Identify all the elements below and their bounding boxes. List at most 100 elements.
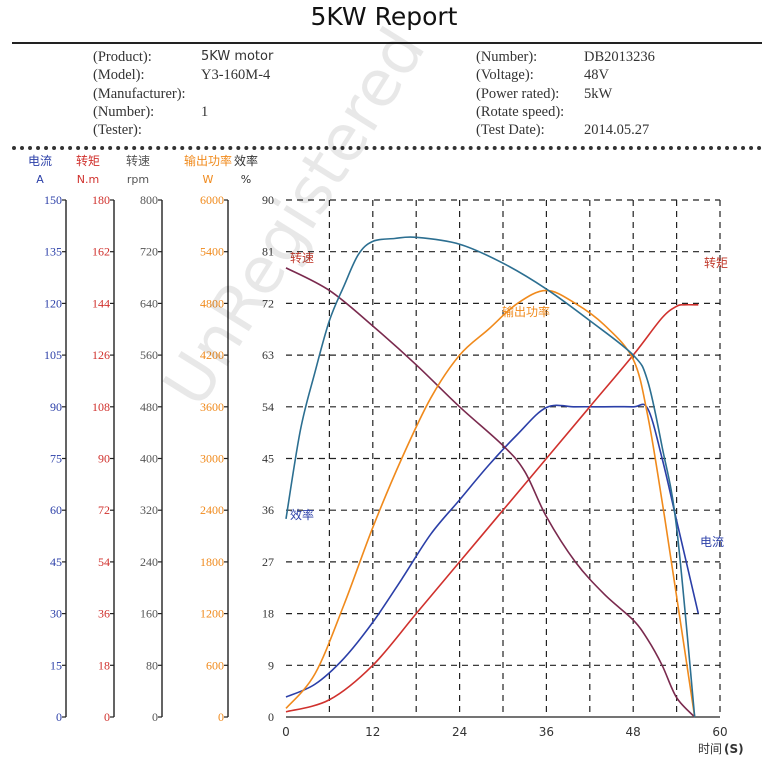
y-tick-label-%: 54: [262, 400, 274, 414]
y-tick-label-A: 120: [44, 296, 62, 310]
info-left: (Product): 5KW motor (Model): Y3-160M-4 (M…: [93, 48, 273, 139]
info-label: (Rotate speed):: [476, 103, 565, 120]
y-tick-label-A: 15: [50, 658, 62, 672]
header-dotted-divider: [12, 146, 762, 150]
info-label: (Voltage):: [476, 67, 534, 84]
info-label: (Test Date):: [476, 122, 545, 139]
info-row-model: (Model): Y3-160M-4: [93, 66, 270, 84]
y-tick-label-N.m: 90: [98, 452, 110, 466]
y-tick-label-%: 45: [262, 452, 274, 466]
y-tick-label-%: 63: [262, 348, 274, 362]
y-tick-label-N.m: 72: [98, 503, 110, 517]
y-tick-label-%: 0: [268, 710, 274, 724]
info-row-product: (Product): 5KW motor: [93, 48, 273, 66]
y-tick-label-W: 600: [206, 658, 224, 672]
info-value: 2014.05.27: [584, 122, 650, 139]
y-axis-unit-rpm: rpm: [127, 173, 149, 186]
y-tick-label-A: 150: [44, 193, 62, 207]
y-axis-unit-A: A: [36, 173, 44, 186]
info-value: 5KW motor: [201, 49, 274, 64]
x-axis-label: 时间: [698, 742, 722, 756]
y-tick-label-%: 72: [262, 296, 274, 310]
info-label: (Model):: [93, 67, 145, 84]
y-tick-label-N.m: 108: [92, 400, 110, 414]
info-row-tester: (Tester):: [93, 121, 186, 139]
y-tick-label-W: 6000: [200, 193, 224, 207]
x-tick-label: 48: [626, 725, 641, 739]
y-tick-label-rpm: 160: [140, 607, 158, 621]
y-tick-label-rpm: 0: [152, 710, 158, 724]
info-label: (Number):: [93, 103, 155, 120]
info-row-rotate-speed: (Rotate speed):: [476, 103, 564, 121]
y-tick-label-rpm: 800: [140, 193, 158, 207]
y-tick-label-A: 60: [50, 503, 62, 517]
series-label: 转速: [290, 250, 314, 265]
info-row-voltage: (Voltage): 48V: [476, 66, 609, 84]
y-tick-label-rpm: 560: [140, 348, 158, 362]
y-tick-label-%: 81: [262, 245, 274, 259]
y-tick-label-W: 4200: [200, 348, 224, 362]
y-tick-label-A: 105: [44, 348, 62, 362]
x-tick-label: 24: [452, 725, 467, 739]
info-row-manufacturer: (Manufacturer):: [93, 85, 186, 103]
series-line-N.m: [285, 303, 699, 713]
y-axis-name-N.m: 转矩: [76, 153, 100, 168]
y-tick-label-rpm: 80: [146, 658, 158, 672]
series-label: 输出功率: [502, 304, 550, 319]
y-axis-unit-N.m: N.m: [77, 173, 99, 186]
info-row-number: (Number): 1: [93, 103, 208, 121]
series-line-W: [285, 289, 696, 718]
y-tick-label-N.m: 126: [92, 348, 110, 362]
y-tick-label-rpm: 480: [140, 400, 158, 414]
y-tick-label-%: 36: [262, 503, 274, 517]
y-tick-label-N.m: 144: [92, 296, 110, 310]
info-value: DB2013236: [584, 49, 655, 65]
y-tick-label-A: 30: [50, 607, 62, 621]
info-row-test-date: (Test Date): 2014.05.27: [476, 121, 649, 139]
info-row-power: (Power rated): 5kW: [476, 85, 612, 103]
info-value: 1: [201, 103, 209, 120]
info-right: (Number): DB2013236 (Voltage): 48V (Power …: [476, 48, 655, 139]
y-tick-label-A: 45: [50, 555, 62, 569]
report-title: 5KW Report: [310, 2, 458, 31]
x-axis-unit: (S): [724, 742, 744, 756]
y-axis-name-rpm: 转速: [126, 153, 150, 168]
y-axis-name-%: 效率: [234, 153, 258, 168]
x-tick-label: 36: [539, 725, 554, 739]
series-line-A: [285, 403, 700, 698]
y-tick-label-W: 1200: [200, 607, 224, 621]
info-label: (Tester):: [93, 122, 142, 139]
y-tick-label-W: 5400: [200, 245, 224, 259]
y-tick-label-W: 2400: [200, 503, 224, 517]
y-tick-label-A: 75: [50, 452, 62, 466]
y-tick-label-rpm: 720: [140, 245, 158, 259]
y-axis-unit-%: %: [241, 173, 251, 186]
series-label: 效率: [290, 507, 314, 522]
y-tick-label-rpm: 320: [140, 503, 158, 517]
title-divider: [12, 42, 762, 44]
x-tick-label: 0: [282, 725, 290, 739]
y-tick-label-rpm: 400: [140, 452, 158, 466]
info-label: (Number):: [476, 49, 538, 65]
y-tick-label-W: 3600: [200, 400, 224, 414]
y-tick-label-%: 27: [262, 555, 274, 569]
y-tick-label-W: 3000: [200, 452, 224, 466]
y-axis-name-A: 电流: [28, 154, 52, 168]
y-tick-label-A: 90: [50, 400, 62, 414]
y-tick-label-W: 0: [218, 710, 224, 724]
info-label: (Power rated):: [476, 85, 560, 102]
series-label: 电流: [700, 535, 724, 549]
info-label: (Product):: [93, 49, 152, 65]
y-tick-label-A: 135: [44, 245, 62, 259]
y-tick-label-N.m: 54: [98, 555, 110, 569]
y-tick-label-N.m: 180: [92, 193, 110, 207]
y-tick-label-W: 4800: [200, 296, 224, 310]
y-tick-label-rpm: 240: [140, 555, 158, 569]
y-tick-label-%: 90: [262, 193, 274, 207]
y-tick-label-N.m: 162: [92, 245, 110, 259]
y-axis-unit-W: W: [203, 173, 214, 186]
y-tick-label-A: 0: [56, 710, 62, 724]
info-value: Y3-160M-4: [201, 67, 271, 84]
y-tick-label-N.m: 0: [104, 710, 110, 724]
